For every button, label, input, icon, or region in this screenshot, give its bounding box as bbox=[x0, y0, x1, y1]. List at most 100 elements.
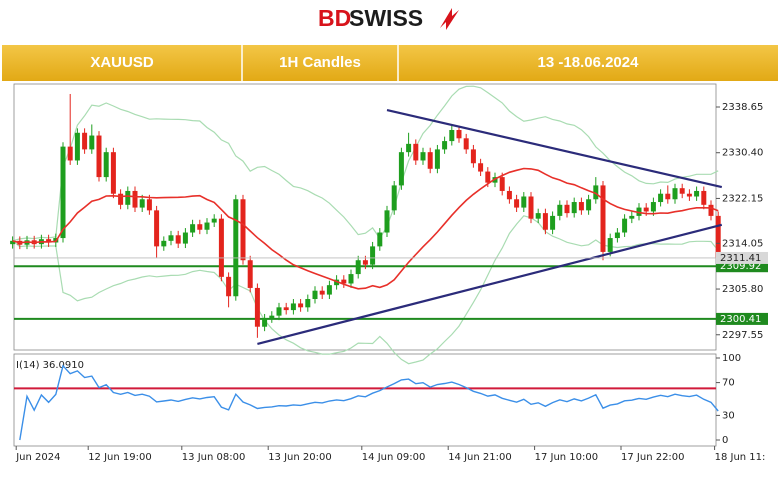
y-tick-label: 2322.15 bbox=[722, 193, 763, 204]
candle-body bbox=[370, 246, 376, 265]
y-tick-label: 2338.65 bbox=[722, 102, 763, 113]
candle-body bbox=[485, 171, 491, 183]
candle-body bbox=[305, 299, 311, 308]
candle-body bbox=[110, 152, 116, 194]
candle-body bbox=[161, 240, 167, 247]
candle-body bbox=[204, 222, 210, 230]
candle-body bbox=[622, 218, 628, 233]
candle-body bbox=[586, 199, 592, 211]
candle-body bbox=[593, 185, 599, 200]
x-tick-label: Jun 2024 bbox=[15, 452, 60, 463]
candle-body bbox=[384, 210, 390, 233]
x-tick-label: 14 Jun 09:00 bbox=[362, 452, 426, 463]
candle-body bbox=[658, 193, 664, 203]
candle-body bbox=[154, 210, 160, 247]
candle-body bbox=[233, 199, 239, 297]
candle-body bbox=[254, 287, 260, 327]
candle-body bbox=[406, 143, 412, 153]
candle-body bbox=[715, 215, 721, 259]
candle-body bbox=[571, 202, 577, 214]
candle-body bbox=[168, 235, 174, 241]
candle-body bbox=[528, 196, 534, 219]
price-panel bbox=[13, 83, 717, 351]
candle-body bbox=[470, 149, 476, 164]
candle-body bbox=[146, 199, 152, 211]
candle-body bbox=[578, 202, 584, 211]
candle-body bbox=[326, 285, 332, 295]
x-tick-label: 12 Jun 19:00 bbox=[88, 452, 152, 463]
candle-body bbox=[312, 290, 318, 300]
candle-body bbox=[564, 204, 570, 214]
candle-body bbox=[629, 215, 635, 219]
candle-body bbox=[362, 260, 368, 265]
candle-body bbox=[636, 207, 642, 216]
candle-body bbox=[247, 260, 253, 288]
tab-symbol: XAUUSD bbox=[90, 54, 154, 71]
logo-prefix: BD bbox=[318, 5, 351, 31]
candle-body bbox=[182, 232, 188, 244]
candle-body bbox=[377, 232, 383, 247]
tab-timeframe: 1H Candles bbox=[279, 54, 361, 71]
candle-body bbox=[442, 141, 448, 150]
logo: BD SWISS bbox=[318, 5, 459, 31]
candle-body bbox=[89, 135, 95, 150]
y-tick-label: 2297.55 bbox=[722, 330, 763, 341]
candle-body bbox=[211, 218, 217, 223]
candle-body bbox=[420, 152, 426, 161]
candle-body bbox=[521, 196, 527, 208]
candle-body bbox=[463, 138, 469, 150]
candle-body bbox=[506, 190, 512, 200]
candle-body bbox=[614, 232, 620, 239]
trendline bbox=[386, 108, 723, 189]
candle-body bbox=[686, 193, 692, 197]
candle-body bbox=[672, 188, 678, 200]
rsi-tick-label: 100 bbox=[722, 353, 741, 364]
candle-body bbox=[478, 163, 484, 172]
tab-dates: 13 -18.06.2024 bbox=[538, 54, 640, 71]
candle-body bbox=[499, 177, 505, 191]
candle-body bbox=[262, 318, 268, 327]
candle-body bbox=[118, 193, 124, 205]
candle-body bbox=[701, 190, 707, 205]
candle-body bbox=[341, 279, 347, 284]
candle-body bbox=[708, 204, 714, 216]
candle-body bbox=[334, 279, 340, 286]
candle-body bbox=[60, 146, 66, 239]
current-price-box bbox=[716, 251, 768, 264]
moving-average bbox=[12, 167, 719, 290]
bollinger-lower bbox=[12, 215, 719, 365]
candle-body bbox=[665, 193, 671, 200]
rsi-panel bbox=[13, 353, 717, 447]
candle-body bbox=[679, 188, 685, 194]
candle-body bbox=[103, 152, 109, 178]
candle-body bbox=[449, 129, 455, 142]
rsi-line bbox=[19, 364, 719, 441]
candle-body bbox=[607, 238, 613, 252]
level-label: 2300.41 bbox=[720, 314, 761, 325]
candle-body bbox=[348, 274, 354, 284]
trendline bbox=[257, 223, 723, 345]
logo-arrow bbox=[440, 8, 459, 30]
candle-body bbox=[283, 307, 289, 311]
x-tick-label: 14 Jun 21:00 bbox=[448, 452, 512, 463]
x-tick-label: 17 Jun 22:00 bbox=[621, 452, 685, 463]
candle-body bbox=[240, 199, 246, 261]
candle-body bbox=[694, 190, 700, 197]
level-label: 2309.92 bbox=[720, 261, 761, 272]
rsi-tick-label: 70 bbox=[722, 378, 735, 389]
rsi-tick-label: 0 bbox=[722, 435, 728, 446]
candle-body bbox=[276, 307, 282, 316]
level-label-box bbox=[716, 312, 768, 325]
candle-body bbox=[535, 213, 541, 219]
candle-body bbox=[427, 152, 433, 169]
logo-suffix: SWISS bbox=[349, 5, 423, 31]
candle-body bbox=[514, 199, 520, 208]
candle-body bbox=[600, 185, 606, 252]
rsi-tick-label: 30 bbox=[722, 410, 735, 421]
candle-body bbox=[190, 224, 196, 233]
candle-body bbox=[67, 146, 73, 161]
bollinger-middle bbox=[12, 167, 719, 290]
candle-body bbox=[132, 190, 138, 208]
candle-body bbox=[434, 149, 440, 169]
